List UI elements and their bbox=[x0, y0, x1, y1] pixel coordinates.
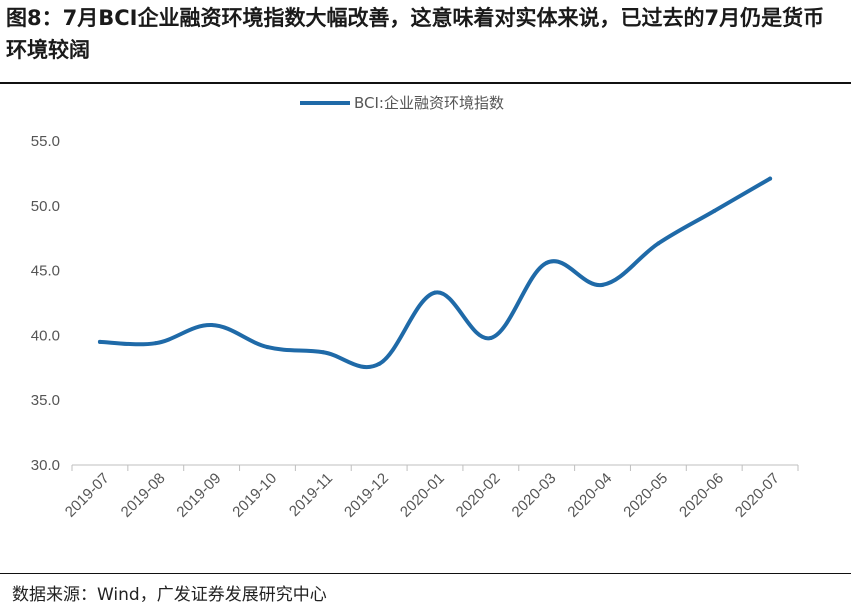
data-point bbox=[656, 241, 661, 246]
data-point bbox=[97, 339, 102, 344]
x-tick-label: 2020-04 bbox=[564, 470, 615, 521]
x-tick-label: 2020-05 bbox=[620, 470, 671, 521]
data-point bbox=[433, 290, 437, 295]
legend: BCI:企业融资环境指数 bbox=[300, 94, 504, 112]
x-tick-label: 2019-07 bbox=[62, 470, 113, 521]
chart-title: 图8：7月BCI企业融资环境指数大幅改善，这意味着对实体来说，已过去的7月仍是货… bbox=[6, 6, 825, 62]
series-line-bci bbox=[97, 176, 773, 370]
data-point bbox=[153, 341, 158, 346]
x-tick-label: 2020-07 bbox=[732, 470, 783, 521]
data-point bbox=[544, 260, 549, 265]
x-tick-label: 2019-08 bbox=[118, 470, 169, 521]
y-tick-label: 40.0 bbox=[31, 327, 60, 344]
x-tick-label: 2020-01 bbox=[397, 470, 448, 521]
x-tick-label: 2019-09 bbox=[173, 470, 224, 521]
data-point bbox=[768, 176, 773, 181]
legend-label: BCI:企业融资环境指数 bbox=[354, 94, 504, 112]
x-tick-label: 2019-11 bbox=[286, 470, 336, 520]
y-tick-label: 45.0 bbox=[31, 263, 60, 280]
y-tick-label: 35.0 bbox=[31, 392, 60, 409]
y-tick-label: 50.0 bbox=[31, 198, 60, 215]
data-point bbox=[265, 345, 270, 350]
x-tick-label: 2020-02 bbox=[453, 470, 504, 521]
title-divider bbox=[0, 82, 851, 84]
footer-divider bbox=[0, 573, 851, 574]
y-tick-label: 55.0 bbox=[31, 133, 60, 150]
source-note: 数据来源：Wind，广发证券发展研究中心 bbox=[12, 585, 327, 605]
data-point bbox=[377, 361, 382, 366]
data-point bbox=[209, 323, 214, 328]
x-tick-label: 2019-10 bbox=[229, 470, 280, 521]
data-point bbox=[488, 335, 493, 340]
data-point bbox=[712, 208, 717, 213]
x-tick-label: 2020-06 bbox=[676, 470, 727, 521]
data-point bbox=[600, 282, 605, 287]
x-tick-label: 2020-03 bbox=[509, 470, 560, 521]
y-tick-label: 30.0 bbox=[31, 457, 60, 474]
x-tick-label: 2019-12 bbox=[341, 470, 392, 521]
data-point bbox=[321, 350, 326, 355]
